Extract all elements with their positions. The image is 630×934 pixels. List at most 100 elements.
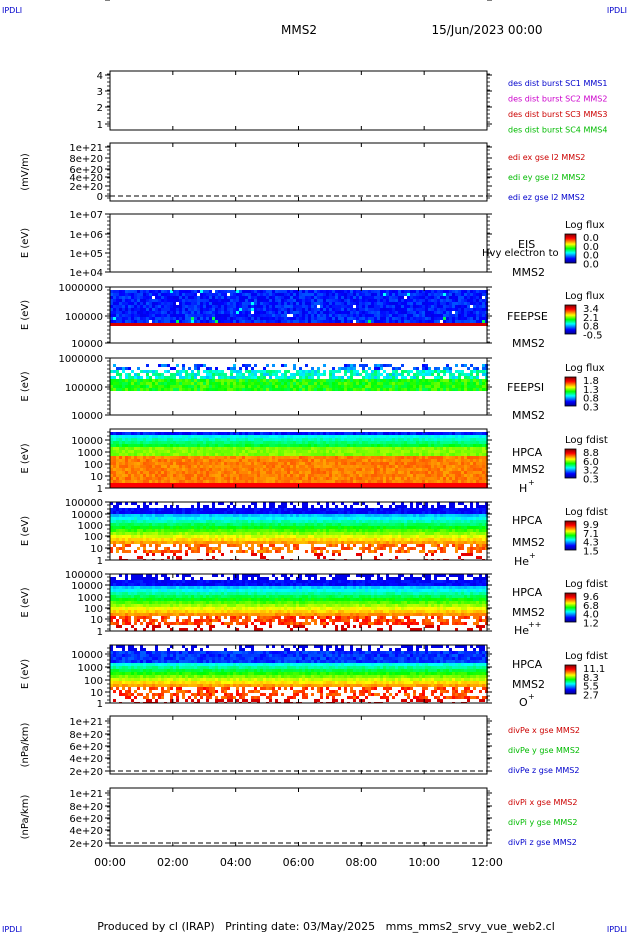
spectrogram-cell [323,477,326,480]
spectrogram-cell [323,317,326,320]
spectrogram-cell [260,483,263,486]
spectrogram-cell [365,323,368,326]
spectrogram-cell [455,453,458,456]
spectrogram-cell [473,314,476,317]
spectrogram-cell [209,465,212,468]
spectrogram-cell [386,299,389,302]
spectrogram-cell [314,438,317,441]
spectrogram-cell [257,474,260,477]
spectrogram-cell [158,305,161,308]
spectrogram-cell [155,323,158,326]
spectrogram-cell [380,388,383,391]
spectrogram-cell [335,311,338,314]
spectrogram-cell [254,453,257,456]
spectrogram-cell [296,299,299,302]
spectrogram-cell [464,444,467,447]
spectrogram-cell [200,323,203,326]
spectrogram-cell [134,435,137,438]
spectrogram-cell [230,311,233,314]
spectrogram-cell [404,477,407,480]
spectrogram-cell [215,438,218,441]
spectrogram-cell [347,323,350,326]
colorbar-title: Log flux [565,220,605,231]
spectrogram-cell [374,382,377,385]
overlay-label: Hvy electron to [482,248,559,259]
spectrogram-cell [434,382,437,385]
spectrogram-cell [311,308,314,311]
spectrogram-cell [392,453,395,456]
spectrogram-cell [224,388,227,391]
spectrogram-cell [179,302,182,305]
spectrogram-cell [305,450,308,453]
spectrogram-cell [371,379,374,382]
spectrogram-cell [365,435,368,438]
spectrogram-cell [320,465,323,468]
spectrogram-cell [407,456,410,459]
spectrogram-cell [404,323,407,326]
spectrogram-cell [350,376,353,379]
spectrogram-cell [233,305,236,308]
spectrogram-cell [218,468,221,471]
spectrogram-cell [347,385,350,388]
spectrogram-cell [209,456,212,459]
spectrogram-cell [341,477,344,480]
spectrogram-cell [443,293,446,296]
spectrogram-cell [185,308,188,311]
spectrogram-cell [242,462,245,465]
spectrogram-cell [197,453,200,456]
spectrogram-cell [239,480,242,483]
spectrogram-cell [464,379,467,382]
spectrogram-cell [269,370,272,373]
spectrogram-cell [401,320,404,323]
spectrogram-cell [329,474,332,477]
spectrogram-cell [410,311,413,314]
spectrogram-cell [185,290,188,293]
spectrogram-cell [326,474,329,477]
spectrogram-cell [179,388,182,391]
spectrogram-cell [308,302,311,305]
spectrogram-cell [278,376,281,379]
spectrogram-cell [407,379,410,382]
spectrogram-cell [257,453,260,456]
spectrogram-cell [143,323,146,326]
spectrogram-cell [113,314,116,317]
spectrogram-cell [152,323,155,326]
spectrogram-cell [161,438,164,441]
spectrogram-cell [329,480,332,483]
spectrogram-cell [242,302,245,305]
spectrogram-cell [149,435,152,438]
spectrogram-cell [308,320,311,323]
spectrogram-cell [161,441,164,444]
spectrogram-cell [191,471,194,474]
spectrogram-cell [281,447,284,450]
spectrogram-cell [212,370,215,373]
spectrogram-cell [458,373,461,376]
spectrogram-cell [383,388,386,391]
spectrogram-cell [272,317,275,320]
spectrogram-cell [224,447,227,450]
spectrogram-cell [191,379,194,382]
spectrogram-cell [302,450,305,453]
spectrogram-cell [449,447,452,450]
spectrogram-cell [341,441,344,444]
spectrogram-cell [260,462,263,465]
colorbar-label: 0.3 [583,402,599,413]
colorbar-label: 0.8 [583,394,599,405]
spectrogram-cell [161,382,164,385]
spectrogram-cell [347,314,350,317]
spectrogram-cell [431,323,434,326]
spectrogram-cell [428,320,431,323]
spectrogram-cell [320,323,323,326]
spectrogram-cell [275,317,278,320]
spectrogram-cell [425,373,428,376]
spectrogram-cell [428,438,431,441]
spectrogram-cell [302,388,305,391]
spectrogram-cell [206,320,209,323]
spectrogram-cell [365,450,368,453]
spectrogram-cell [380,456,383,459]
spectrogram-cell [347,308,350,311]
spectrogram-cell [230,432,233,435]
spectrogram-cell [329,435,332,438]
spectrogram-cell [251,308,254,311]
spectrogram-cell [434,459,437,462]
